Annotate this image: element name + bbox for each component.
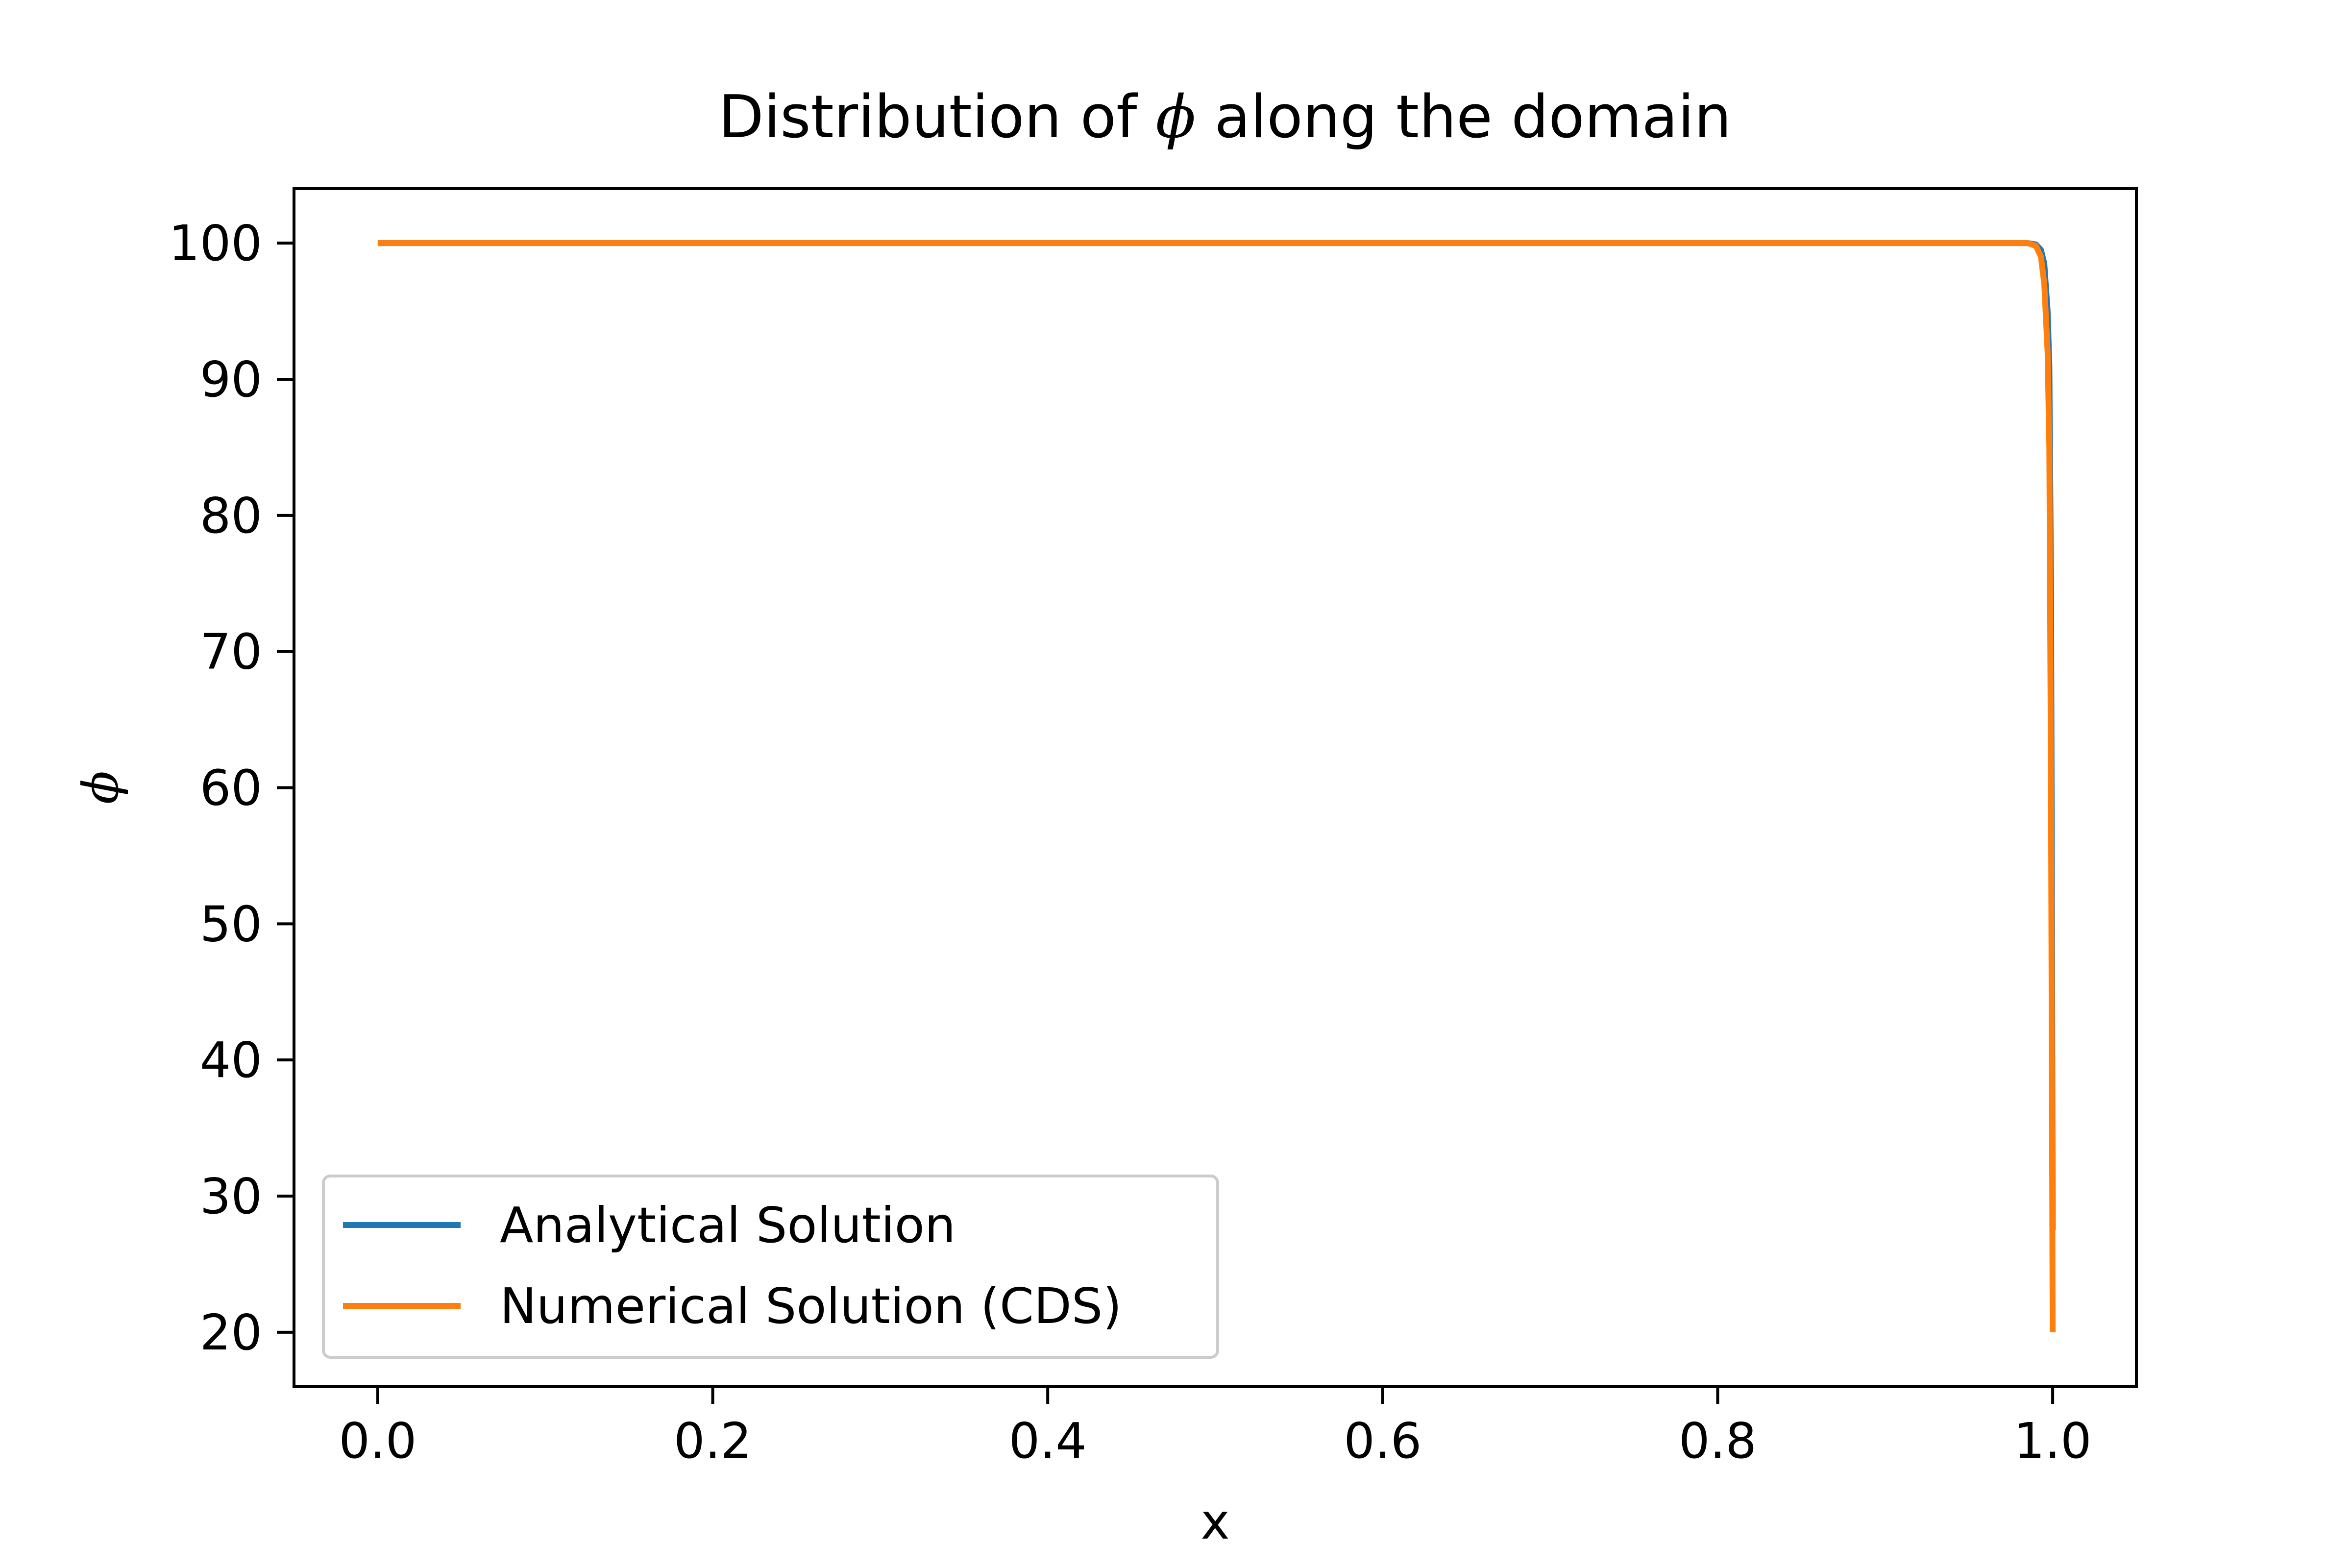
x-tick-label: 1.0 <box>2014 1412 2092 1470</box>
y-axis-label: ϕ <box>72 771 129 804</box>
y-tick-label: 60 <box>200 760 262 817</box>
y-tick-label: 20 <box>200 1304 262 1361</box>
y-tick-label: 50 <box>200 895 262 953</box>
x-tick-label: 0.4 <box>1009 1412 1087 1470</box>
y-tick-label: 80 <box>200 487 262 544</box>
series-line-numerical <box>377 240 2056 1332</box>
x-tick-label: 0.0 <box>339 1412 416 1470</box>
y-tick-label: 70 <box>200 623 262 681</box>
x-axis: 0.0 0.2 0.4 0.6 0.8 1.0 <box>339 1387 2092 1470</box>
x-axis-label: x <box>1200 1493 1229 1550</box>
y-tick-label: 90 <box>200 351 262 408</box>
y-tick-label: 40 <box>200 1031 262 1089</box>
legend-box <box>322 1175 1219 1359</box>
legend: Analytical Solution Numerical Solution (… <box>322 1175 1219 1359</box>
chart-title: Distribution of ϕ along the domain <box>718 83 1731 151</box>
x-tick-label: 0.8 <box>1679 1412 1757 1470</box>
y-tick-label: 30 <box>200 1168 262 1225</box>
x-tick-label: 0.6 <box>1344 1412 1421 1470</box>
legend-label-numerical: Numerical Solution (CDS) <box>500 1277 1122 1335</box>
y-axis: 20 30 40 50 60 70 80 90 100 <box>169 215 294 1361</box>
legend-label-analytical: Analytical Solution <box>500 1197 956 1254</box>
y-tick-label: 100 <box>169 215 262 272</box>
x-tick-label: 0.2 <box>674 1412 752 1470</box>
